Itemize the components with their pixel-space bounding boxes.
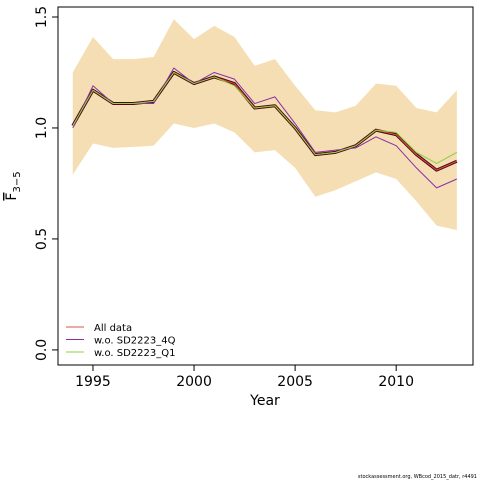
x-tick-label: 1995 [75, 374, 111, 390]
y-tick-label: 1.5 [34, 6, 50, 28]
x-tick-label: 2005 [277, 374, 313, 390]
legend-label: All data [94, 323, 132, 334]
x-axis-label: Year [249, 393, 280, 409]
series-line [72, 71, 458, 164]
legend-label: w.o. SD2223_Q1 [94, 348, 175, 359]
y-axis-subscript: 3−5 [12, 171, 23, 192]
y-axis-label: F3−5 [4, 171, 23, 200]
y-axis-symbol: F [4, 193, 20, 201]
y-tick-label: 0.0 [34, 339, 50, 361]
x-tick-label: 2000 [176, 374, 212, 390]
y-tick-label: 1.0 [34, 117, 50, 139]
y-tick-label: 0.5 [34, 228, 50, 250]
plot-frame [57, 6, 474, 366]
legend-label: w.o. SD2223_4Q [94, 336, 176, 347]
footnote: stockassessment.org, WBcod_2015_datr, r4… [358, 474, 477, 480]
x-tick-label: 2010 [378, 374, 414, 390]
confidence-band [72, 19, 457, 231]
